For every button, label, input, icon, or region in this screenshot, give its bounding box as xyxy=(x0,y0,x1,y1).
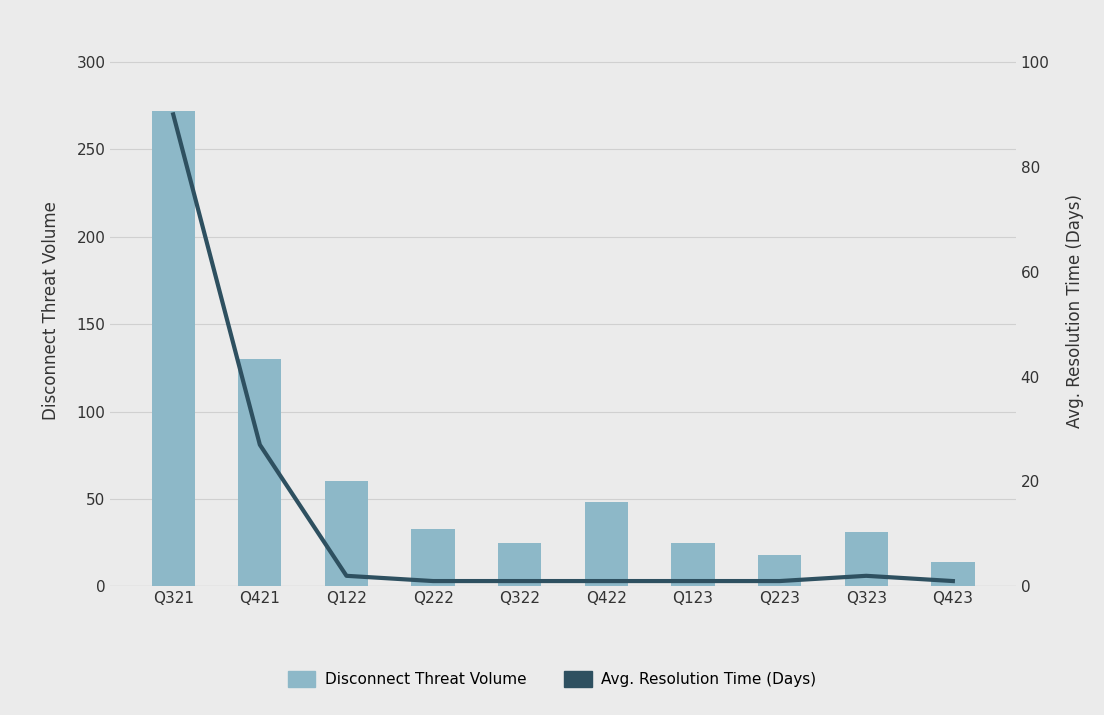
Avg. Resolution Time (Days) xyxy=(426,577,439,586)
Avg. Resolution Time (Days) xyxy=(687,577,700,586)
Bar xyxy=(758,555,802,586)
Bar xyxy=(845,532,888,586)
Bar xyxy=(325,481,368,586)
Bar xyxy=(585,503,628,586)
Legend: Disconnect Threat Volume, Avg. Resolution Time (Days): Disconnect Threat Volume, Avg. Resolutio… xyxy=(282,665,822,693)
Avg. Resolution Time (Days) xyxy=(513,577,527,586)
Bar xyxy=(151,111,195,586)
Y-axis label: Avg. Resolution Time (Days): Avg. Resolution Time (Days) xyxy=(1066,194,1084,428)
Line: Avg. Resolution Time (Days): Avg. Resolution Time (Days) xyxy=(173,114,953,581)
Bar xyxy=(671,543,714,586)
Avg. Resolution Time (Days) xyxy=(340,571,353,580)
Avg. Resolution Time (Days) xyxy=(167,110,180,119)
Bar xyxy=(498,543,541,586)
Bar xyxy=(412,528,455,586)
Avg. Resolution Time (Days) xyxy=(946,577,959,586)
Avg. Resolution Time (Days) xyxy=(860,571,873,580)
Avg. Resolution Time (Days) xyxy=(253,440,266,449)
Avg. Resolution Time (Days) xyxy=(599,577,613,586)
Bar xyxy=(931,562,975,586)
Avg. Resolution Time (Days) xyxy=(773,577,786,586)
Bar xyxy=(238,359,282,586)
Y-axis label: Disconnect Threat Volume: Disconnect Threat Volume xyxy=(42,202,60,420)
